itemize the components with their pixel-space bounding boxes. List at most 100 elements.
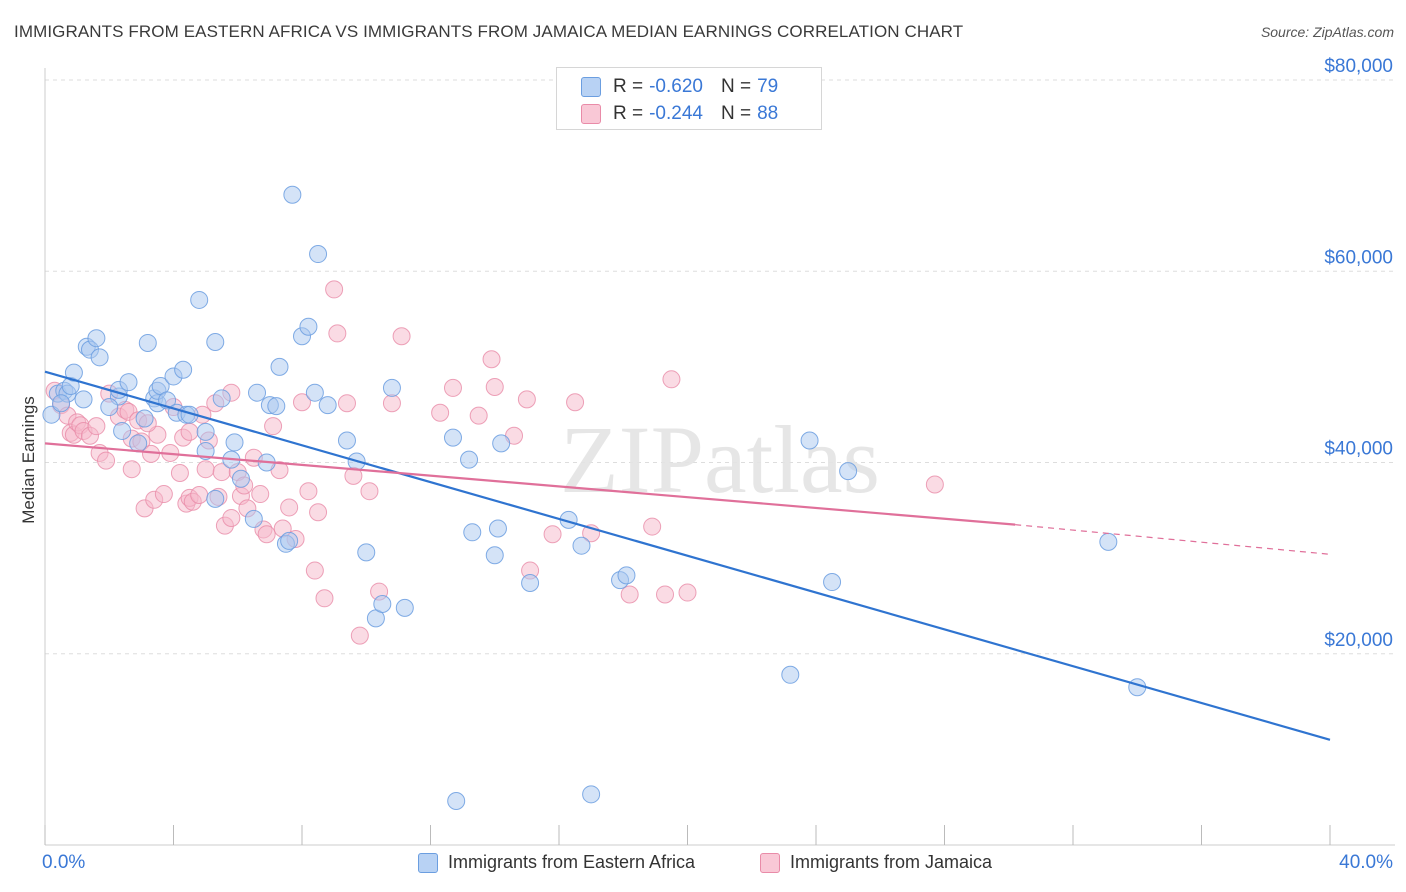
eastern-africa-point — [521, 573, 540, 592]
jamaica-point — [337, 394, 356, 413]
jamaica-point — [264, 417, 283, 436]
series-legend: Immigrants from Eastern Africa Immigrant… — [0, 852, 1406, 878]
jamaica-point — [392, 327, 411, 346]
jamaica-point — [360, 482, 379, 501]
eastern-africa-point — [443, 428, 462, 447]
jamaica-point — [87, 417, 106, 436]
eastern-africa-point — [174, 360, 193, 379]
trend-lines — [44, 370, 1331, 741]
jamaica-point — [662, 370, 681, 389]
jamaica-point — [566, 393, 585, 412]
jamaica-point — [620, 585, 639, 604]
eastern-africa-point — [138, 333, 157, 352]
eastern-africa-point — [270, 357, 289, 376]
eastern-africa-point — [1099, 532, 1118, 551]
blue-swatch — [418, 852, 438, 873]
eastern-africa-points — [42, 185, 1147, 811]
pink-swatch — [581, 104, 601, 124]
eastern-africa-point — [492, 434, 511, 453]
jamaica-point — [925, 475, 944, 494]
jamaica-point — [469, 406, 488, 425]
jamaica-point — [190, 486, 209, 505]
eastern-africa-point — [309, 245, 328, 264]
jamaica-point — [97, 451, 116, 470]
r-value: -0.620 — [649, 76, 703, 97]
eastern-africa-point — [318, 396, 337, 415]
jamaica-point — [148, 425, 167, 444]
eastern-africa-point — [582, 785, 601, 804]
blue-swatch — [581, 77, 601, 97]
jamaica-point — [222, 508, 241, 527]
eastern-africa-point — [357, 543, 376, 562]
eastern-africa-point — [781, 665, 800, 684]
legend-label: Immigrants from Jamaica — [790, 852, 993, 872]
eastern-africa-point — [119, 373, 138, 392]
jamaica-point — [382, 394, 401, 413]
jamaica-point — [305, 561, 324, 580]
eastern-africa-point — [488, 519, 507, 538]
jamaica-point — [543, 525, 562, 544]
jamaica-point — [315, 589, 334, 608]
jamaica-point — [482, 350, 501, 369]
y-tick-label: $20,000 — [1324, 630, 1393, 651]
x-tick-label: 0.0% — [42, 852, 85, 873]
eastern-africa-point — [135, 409, 154, 428]
grid-lines — [45, 79, 1395, 655]
eastern-africa-point — [231, 469, 250, 488]
r-label: R = — [613, 76, 644, 97]
y-tick-label: $60,000 — [1324, 247, 1393, 268]
n-value: 88 — [757, 103, 779, 124]
correlation-legend: R = -0.620 N = 79 R = -0.244 N = 88 — [556, 67, 822, 130]
eastern-africa-point — [305, 383, 324, 402]
jamaica-point — [350, 626, 369, 645]
eastern-africa-point — [395, 598, 414, 617]
y-tick-label: $80,000 — [1324, 56, 1393, 77]
jamaica-point — [431, 403, 450, 422]
jamaica-point — [443, 378, 462, 397]
eastern-africa-point — [463, 523, 482, 542]
legend-row-eastern-africa: R = -0.620 N = 79 — [581, 76, 778, 98]
eastern-africa-point — [206, 333, 225, 352]
y-tick-label: $40,000 — [1324, 439, 1393, 460]
eastern-africa-point — [129, 434, 148, 453]
eastern-africa-point — [283, 185, 302, 204]
jamaica-point — [122, 460, 141, 479]
n-label: N = — [720, 76, 752, 97]
legend-item-jamaica: Immigrants from Jamaica — [760, 852, 992, 873]
jamaica-point — [643, 517, 662, 536]
jamaica-point — [678, 583, 697, 602]
jamaica-point — [170, 464, 189, 483]
jamaica-point — [656, 585, 675, 604]
eastern-africa-point — [196, 422, 215, 441]
jamaica-point — [251, 485, 270, 504]
eastern-africa-point — [244, 509, 263, 528]
jamaica-point — [309, 503, 328, 522]
y-axis-label: Median Earnings — [19, 396, 38, 524]
axes — [44, 68, 1395, 846]
eastern-africa-point — [800, 431, 819, 450]
jamaica-point — [485, 377, 504, 396]
eastern-africa-point — [447, 792, 466, 811]
jamaica-point — [280, 498, 299, 517]
eastern-africa-point — [64, 363, 83, 382]
jamaica-point — [154, 485, 173, 504]
legend-item-eastern-africa: Immigrants from Eastern Africa — [418, 852, 695, 873]
eastern-africa-point — [248, 383, 267, 402]
eastern-africa-point — [299, 317, 318, 336]
legend-label: Immigrants from Eastern Africa — [448, 852, 696, 872]
eastern-africa-point — [87, 329, 106, 348]
jamaica-point — [196, 460, 215, 479]
jamaica-point — [328, 324, 347, 343]
eastern-africa-point — [42, 405, 61, 424]
eastern-africa-point — [382, 378, 401, 397]
watermark: ZIPatlas — [560, 406, 880, 513]
legend-row-jamaica: R = -0.244 N = 88 — [581, 103, 778, 125]
r-label: R = — [613, 103, 644, 124]
eastern-africa-point — [267, 397, 286, 416]
n-value: 79 — [757, 76, 779, 97]
eastern-africa-point — [337, 431, 356, 450]
eastern-africa-point — [373, 595, 392, 614]
eastern-africa-point — [206, 489, 225, 508]
jamaica-point — [180, 422, 199, 441]
